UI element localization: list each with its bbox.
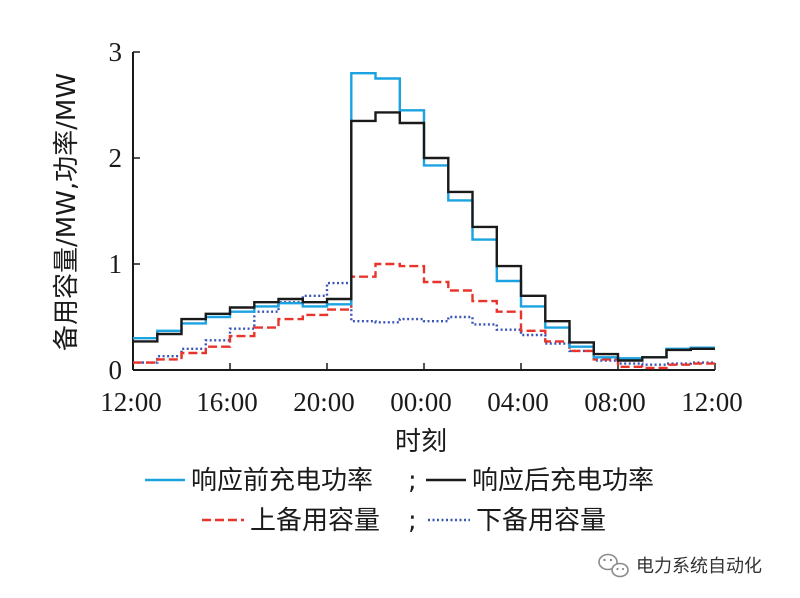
legend-separator: ; bbox=[408, 466, 417, 496]
watermark-text: 电力系统自动化 bbox=[636, 556, 762, 577]
legend: 响应前充电功率 ; 响应后充电功率 上备用容量 ; 下备用容量 bbox=[145, 466, 654, 536]
legend-label-after-response: 响应后充电功率 bbox=[472, 466, 654, 496]
x-tick-label: 20:00 bbox=[293, 387, 355, 417]
x-tick-label: 08:00 bbox=[584, 387, 646, 417]
y-tick-label: 0 bbox=[109, 355, 123, 385]
y-tick-label: 3 bbox=[109, 37, 123, 67]
x-tick-label: 12:00 bbox=[100, 387, 162, 417]
legend-label-up-reserve: 上备用容量 bbox=[250, 506, 380, 536]
legend-separator: ; bbox=[408, 506, 417, 536]
series-line-0 bbox=[133, 72, 715, 360]
legend-label-down-reserve: 下备用容量 bbox=[476, 506, 606, 536]
watermark: 电力系统自动化 bbox=[598, 553, 762, 578]
axis-ticks bbox=[132, 51, 716, 371]
x-tick-label: 16:00 bbox=[196, 387, 258, 417]
x-tick-label: 04:00 bbox=[487, 387, 549, 417]
x-tick-labels: 12:00 16:00 20:00 00:00 04:00 08:00 12:0… bbox=[100, 387, 743, 417]
y-axis-title: 备用容量/MW,功率/MW bbox=[52, 73, 82, 351]
legend-label-before-response: 响应前充电功率 bbox=[191, 466, 373, 496]
series-line-3 bbox=[133, 281, 715, 366]
x-tick-label: 12:00 bbox=[681, 387, 743, 417]
x-tick-label: 00:00 bbox=[390, 387, 452, 417]
y-tick-label: 1 bbox=[109, 249, 123, 279]
wechat-icon bbox=[598, 553, 629, 578]
series-layer bbox=[133, 72, 715, 370]
series-line-1 bbox=[133, 111, 715, 362]
x-axis-title: 时刻 bbox=[395, 427, 447, 457]
y-tick-label: 2 bbox=[109, 143, 123, 173]
y-tick-labels: 0 1 2 3 bbox=[109, 37, 123, 385]
